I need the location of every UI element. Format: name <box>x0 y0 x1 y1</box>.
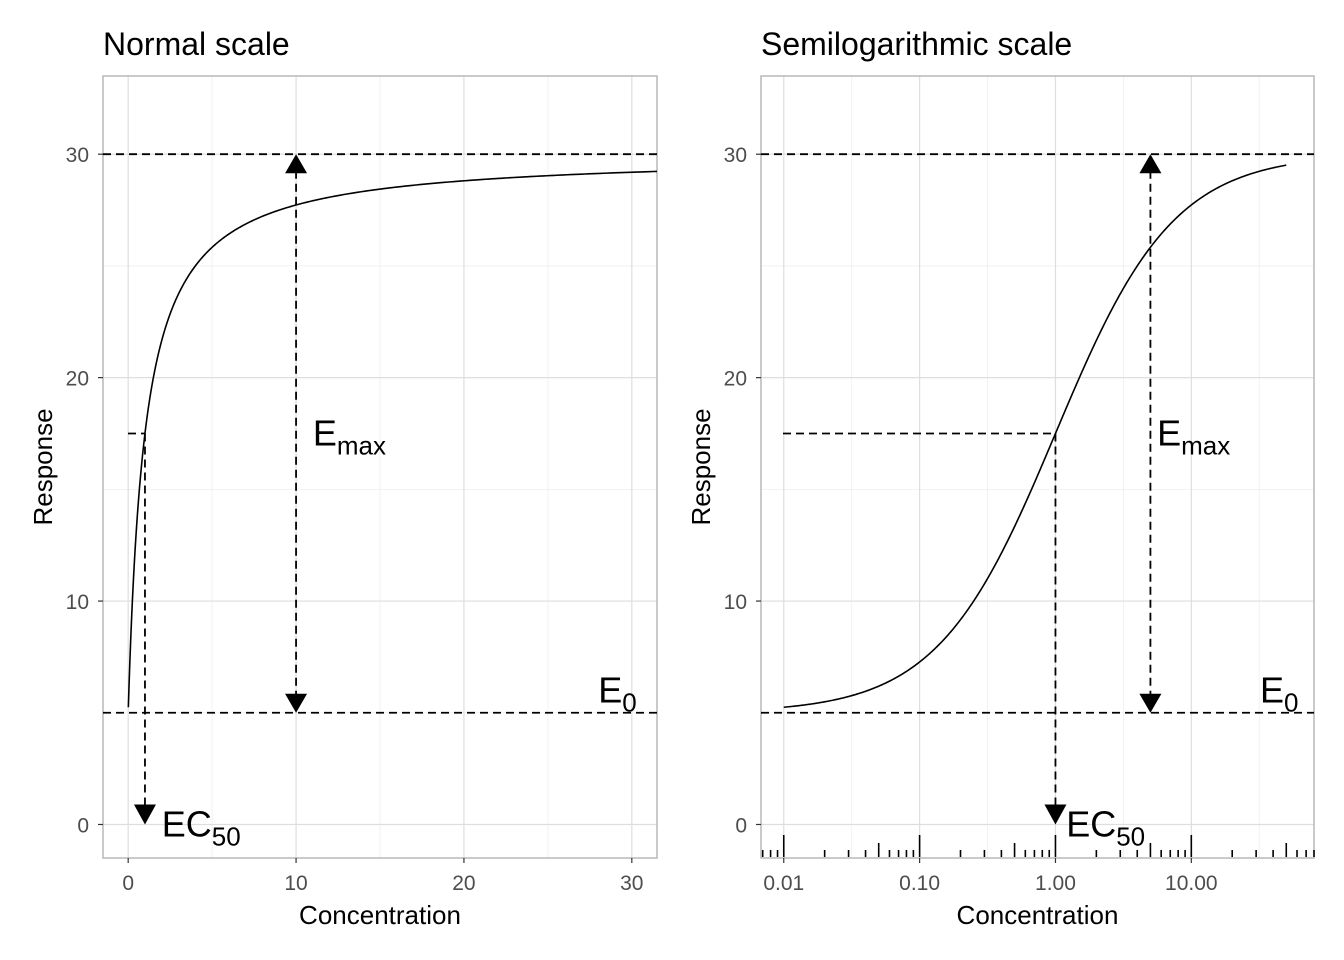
ec50-arrowhead <box>1044 804 1067 825</box>
x-tick-label: 10.00 <box>1165 872 1218 895</box>
x-axis-label: Concentration <box>299 900 461 930</box>
emax-arrowhead-down <box>1139 693 1162 713</box>
plot-frame <box>760 75 1315 859</box>
y-tick-label: 10 <box>724 591 747 614</box>
annotation-subscript: max <box>1181 430 1230 460</box>
annotation-main-text: E <box>1157 412 1181 453</box>
x-axis-label: Concentration <box>957 900 1119 930</box>
annotation-main-text: EC <box>1066 803 1116 844</box>
annotation-e0: E0 <box>1260 669 1298 717</box>
x-tick-label: 0 <box>122 872 134 895</box>
annotation-main-text: E <box>1260 669 1284 710</box>
annotation-ec50: EC50 <box>162 803 241 851</box>
y-axis-label: Response <box>686 408 716 525</box>
annotation-main-text: EC <box>162 803 212 844</box>
y-tick-label: 20 <box>66 368 89 391</box>
response-curve <box>127 170 658 708</box>
x-tick-label: 20 <box>452 872 475 895</box>
x-tick-label: 0.01 <box>763 872 804 895</box>
emax-arrowhead-up <box>1139 154 1162 174</box>
annotation-subscript: 50 <box>1116 821 1145 851</box>
y-axis-label: Response <box>28 408 58 525</box>
y-tick-label: 0 <box>735 814 747 837</box>
x-tick-label: 1.00 <box>1035 872 1076 895</box>
y-tick-label: 30 <box>66 144 89 167</box>
annotation-emax: Emax <box>1157 412 1230 460</box>
emax-arrowhead-up <box>285 154 308 174</box>
semilog-scale-panel: 0.01 0.10 1.00 10.000102030EmaxE0EC50Semilo… <box>686 26 1315 930</box>
annotation-subscript: 0 <box>1284 687 1298 717</box>
annotation-subscript: max <box>337 430 386 460</box>
response-curve <box>783 164 1287 709</box>
annotation-ec50: EC50 <box>1066 803 1145 851</box>
x-tick-label: 0.10 <box>899 872 940 895</box>
annotation-e0: E0 <box>598 669 636 717</box>
annotation-subscript: 0 <box>622 687 636 717</box>
y-tick-label: 0 <box>77 814 89 837</box>
plot-frame <box>102 75 658 859</box>
panel-title: Semilogarithmic scale <box>761 26 1072 62</box>
x-tick-label: 10 <box>284 872 307 895</box>
emax-arrowhead-down <box>285 693 308 713</box>
panel-title: Normal scale <box>103 26 290 62</box>
y-tick-label: 20 <box>724 368 747 391</box>
ec50-arrowhead <box>133 804 156 825</box>
annotation-subscript: 50 <box>212 821 241 851</box>
y-tick-label: 10 <box>66 591 89 614</box>
annotation-main-text: E <box>313 412 337 453</box>
y-tick-label: 30 <box>724 144 747 167</box>
annotation-emax: Emax <box>313 412 386 460</box>
x-tick-label: 30 <box>620 872 643 895</box>
annotation-main-text: E <box>598 669 622 710</box>
